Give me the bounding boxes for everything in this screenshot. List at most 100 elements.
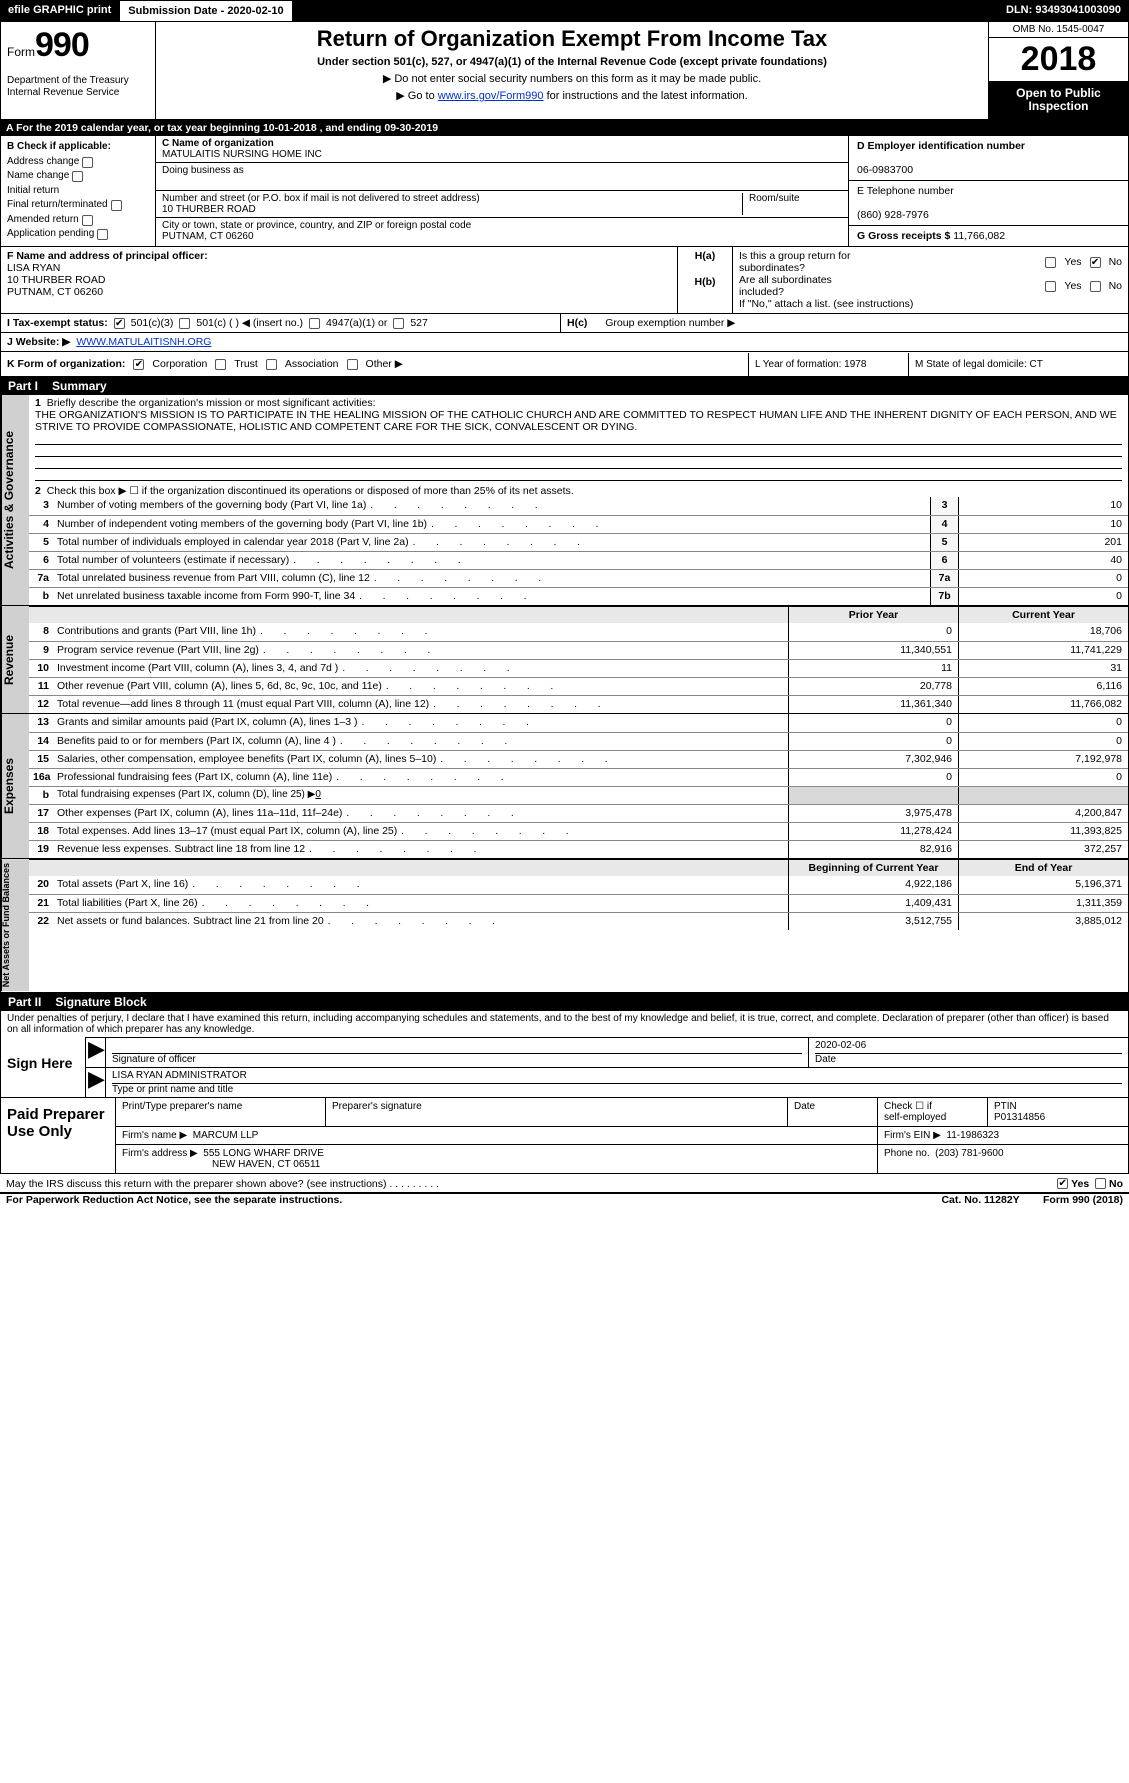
line-desc: Total assets (Part X, line 16) <box>53 876 788 894</box>
amt-current: 6,116 <box>958 678 1128 695</box>
checkbox-checked-icon[interactable] <box>1057 1178 1068 1189</box>
chk-amended[interactable]: Amended return <box>7 213 149 228</box>
ha-q2: subordinates? <box>739 262 805 274</box>
officer-name: LISA RYAN <box>7 262 60 274</box>
part2-header: Part II Signature Block <box>0 993 1129 1011</box>
line-desc: Total number of volunteers (estimate if … <box>53 552 930 569</box>
perjury-statement: Under penalties of perjury, I declare th… <box>1 1011 1128 1037</box>
row-j-website: J Website: ▶ WWW.MATULAITISNH.ORG <box>0 333 1129 352</box>
chk-name-change[interactable]: Name change <box>7 169 149 184</box>
checkbox-icon[interactable] <box>393 318 404 329</box>
checkbox-icon[interactable] <box>215 359 226 370</box>
begin-year-hdr: Beginning of Current Year <box>788 860 958 876</box>
line-num: 22 <box>29 913 53 930</box>
chk-final-return[interactable]: Final return/terminated <box>7 198 149 213</box>
amt-current <box>958 787 1128 804</box>
dept-irs: Internal Revenue Service <box>7 87 119 98</box>
year-end: 09-30-2019 <box>384 122 438 134</box>
l-year-formation: L Year of formation: 1978 <box>748 353 908 376</box>
amt-prior: 0 <box>788 769 958 786</box>
dba-label: Doing business as <box>162 165 244 176</box>
gross-receipts: 11,766,082 <box>953 230 1005 242</box>
chk-label: Initial return <box>7 184 59 199</box>
amt-prior: 20,778 <box>788 678 958 695</box>
row-k-l-m: K Form of organization: Corporation Trus… <box>0 352 1129 377</box>
line-desc: Grants and similar amounts paid (Part IX… <box>53 714 788 732</box>
ptin-value: P01314856 <box>994 1112 1045 1123</box>
topbar-spacer <box>293 0 998 22</box>
amt-current: 5,196,371 <box>958 876 1128 894</box>
arrow-icon: ▶ <box>86 1038 106 1067</box>
form-prefix: Form <box>7 45 35 59</box>
line-box: 5 <box>930 534 958 551</box>
h-labels: H(a) H(b) <box>678 247 733 313</box>
hc-text: Group exemption number ▶ <box>605 317 735 329</box>
checkbox-icon[interactable] <box>1090 281 1101 292</box>
header-right: OMB No. 1545-0047 2018 Open to Public In… <box>988 22 1128 119</box>
tax-year: 2018 <box>989 38 1128 81</box>
chk-initial-return[interactable]: Initial return <box>7 184 149 199</box>
header-left: Form990 Department of the Treasury Inter… <box>1 22 156 119</box>
governance-lines: 3 Number of voting members of the govern… <box>29 497 1128 605</box>
instructions-link[interactable]: www.irs.gov/Form990 <box>438 90 544 102</box>
firm-phone-label: Phone no. <box>884 1148 930 1159</box>
rule-line <box>35 457 1122 469</box>
expense-lines: 13 Grants and similar amounts paid (Part… <box>29 714 1128 858</box>
line-num: 5 <box>29 534 53 551</box>
amt-prior: 7,302,946 <box>788 751 958 768</box>
checkbox-icon <box>72 171 83 182</box>
inspect1: Open to Public <box>1016 86 1101 100</box>
rule-line <box>35 469 1122 481</box>
footer-pra: For Paperwork Reduction Act Notice, see … <box>0 1194 1129 1212</box>
vert-label-revenue: Revenue <box>1 606 29 713</box>
amt-current: 0 <box>958 714 1128 732</box>
part2-label: Part II <box>8 995 41 1009</box>
amt-current: 18,706 <box>958 623 1128 641</box>
line-box: 3 <box>930 497 958 515</box>
city-block: City or town, state or province, country… <box>156 218 848 246</box>
checkbox-checked-icon[interactable] <box>114 318 125 329</box>
line-desc: Number of voting members of the governin… <box>53 497 930 515</box>
line-amount: 40 <box>958 552 1128 569</box>
line-num: 17 <box>29 805 53 822</box>
addr-label: Number and street (or P.O. box if mail i… <box>162 193 480 204</box>
checkbox-icon <box>82 157 93 168</box>
form-sub2: ▶ Do not enter social security numbers o… <box>166 72 978 85</box>
summary-line: 13 Grants and similar amounts paid (Part… <box>29 714 1128 732</box>
d-label: D Employer identification number <box>857 140 1025 152</box>
firm-addr1: 555 LONG WHARF DRIVE <box>203 1148 324 1159</box>
checkbox-checked-icon[interactable] <box>1090 257 1101 268</box>
checkbox-checked-icon[interactable] <box>133 359 144 370</box>
checkbox-icon[interactable] <box>309 318 320 329</box>
checkbox-icon[interactable] <box>347 359 358 370</box>
amt-current: 31 <box>958 660 1128 677</box>
footer-yes: Yes <box>1071 1178 1089 1190</box>
checkbox-icon[interactable] <box>179 318 190 329</box>
amt-prior: 1,409,431 <box>788 895 958 912</box>
chk-application-pending[interactable]: Application pending <box>7 227 149 242</box>
sub3-post: for instructions and the latest informat… <box>544 90 748 102</box>
line-num: 19 <box>29 841 53 858</box>
line1-num: 1 <box>35 397 41 409</box>
inspect2: Inspection <box>1028 99 1088 113</box>
j-label: J Website: ▶ <box>7 336 70 348</box>
officer-signature[interactable]: Signature of officer <box>106 1038 808 1067</box>
col-d-g: D Employer identification number 06-0983… <box>848 136 1128 246</box>
sig-date: 2020-02-06 Date <box>808 1038 1128 1067</box>
checkbox-icon[interactable] <box>1045 257 1056 268</box>
line-num: 20 <box>29 876 53 894</box>
chk-address-change[interactable]: Address change <box>7 155 149 170</box>
checkbox-icon[interactable] <box>1045 281 1056 292</box>
firm-ein-label: Firm's EIN ▶ <box>884 1130 941 1141</box>
website-link[interactable]: WWW.MATULAITISNH.ORG <box>76 336 211 348</box>
amt-current: 4,200,847 <box>958 805 1128 822</box>
checkbox-icon[interactable] <box>1095 1178 1106 1189</box>
checkbox-icon[interactable] <box>266 359 277 370</box>
dept-treasury: Department of the Treasury <box>7 75 129 86</box>
summary-line: 5 Total number of individuals employed i… <box>29 533 1128 551</box>
summary-line: b Total fundraising expenses (Part IX, c… <box>29 786 1128 804</box>
checkbox-icon <box>97 229 108 240</box>
amt-current: 11,766,082 <box>958 696 1128 713</box>
ha-label: H(a) <box>680 250 730 262</box>
room-label: Room/suite <box>749 193 800 204</box>
